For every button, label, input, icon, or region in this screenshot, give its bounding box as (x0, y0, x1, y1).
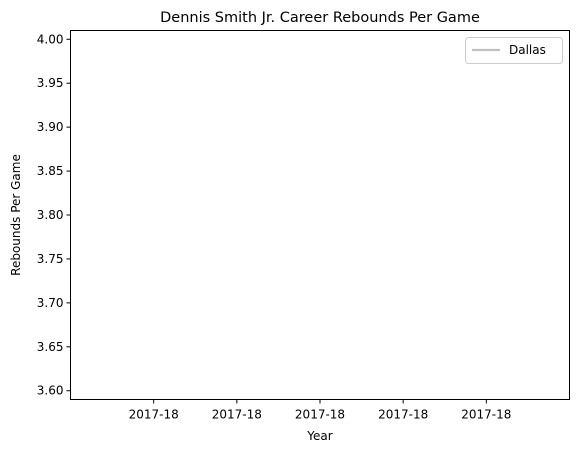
legend-frame (465, 37, 563, 64)
x-tick-label: 2017-18 (212, 408, 262, 422)
y-tick-label: 3.60 (37, 384, 64, 398)
y-tick-label: 3.85 (37, 164, 64, 178)
y-tick-label: 3.80 (37, 208, 64, 222)
legend: Dallas (465, 37, 563, 64)
x-axis-ticks: 2017-18 2017-18 2017-18 2017-18 2017-18 (129, 399, 511, 422)
y-tick-label: 3.75 (37, 252, 64, 266)
chart-title: Dennis Smith Jr. Career Rebounds Per Gam… (160, 10, 480, 26)
x-tick-label: 2017-18 (129, 408, 179, 422)
legend-label-dallas: Dallas (509, 43, 546, 57)
y-tick-label: 4.00 (37, 32, 64, 46)
y-tick-label: 3.90 (37, 120, 64, 134)
x-tick-label: 2017-18 (461, 408, 511, 422)
y-tick-label: 3.95 (37, 76, 64, 90)
x-tick-label: 2017-18 (295, 408, 345, 422)
x-axis-label: Year (306, 429, 332, 443)
y-axis-label: Rebounds Per Game (9, 154, 23, 276)
y-tick-label: 3.65 (37, 340, 64, 354)
y-tick-label: 3.70 (37, 296, 64, 310)
y-axis-ticks: 3.60 3.65 3.70 3.75 3.80 3.85 3.90 3.95 4.00 (37, 32, 71, 398)
x-tick-label: 2017-18 (378, 408, 428, 422)
